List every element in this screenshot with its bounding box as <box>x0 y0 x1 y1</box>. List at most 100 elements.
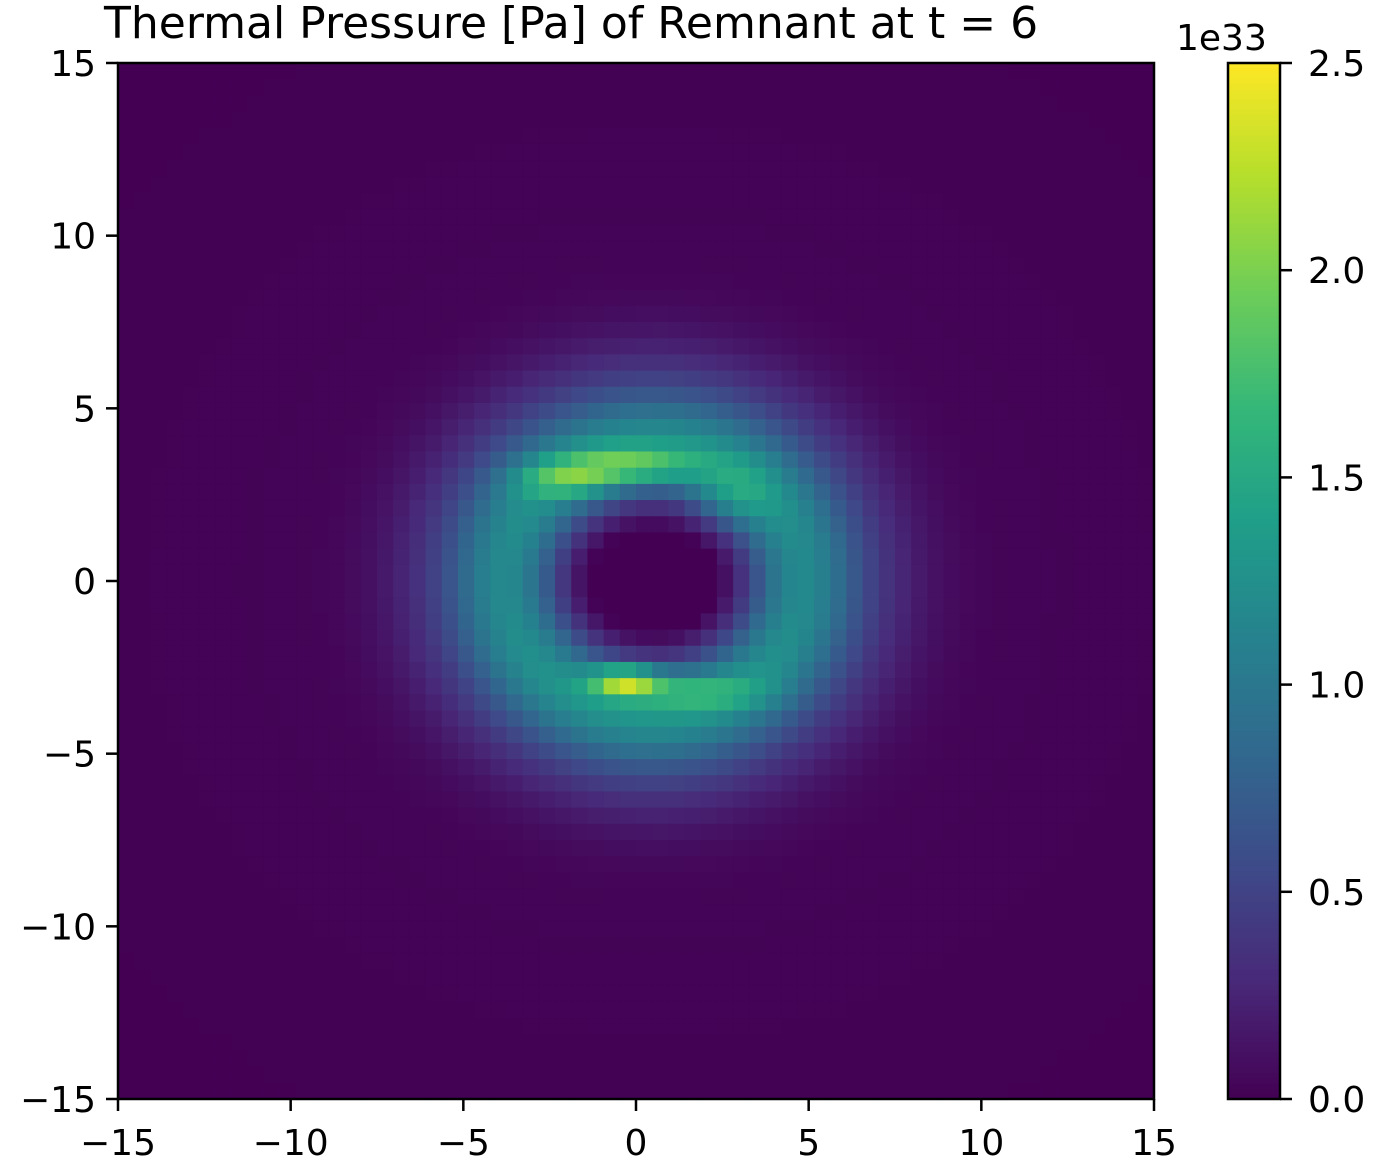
heatmap-cell <box>975 143 993 161</box>
heatmap-cell <box>377 386 394 404</box>
heatmap-cell <box>1024 678 1042 695</box>
heatmap-cell <box>247 241 265 258</box>
heatmap-cell <box>1105 872 1123 890</box>
heatmap-cell <box>781 710 799 728</box>
heatmap-cell <box>134 95 151 113</box>
colorbar-segment <box>1228 751 1280 758</box>
heatmap-cell <box>862 888 880 906</box>
heatmap-cell <box>377 791 394 809</box>
heatmap-cell <box>797 840 815 857</box>
colorbar-segment <box>1228 171 1280 178</box>
heatmap-cell <box>1073 937 1090 954</box>
colorbar-segment <box>1228 632 1280 639</box>
heatmap-cell <box>959 661 977 679</box>
heatmap-cell <box>911 451 928 469</box>
heatmap-cell <box>992 241 1009 258</box>
heatmap-cell <box>603 338 621 355</box>
heatmap-cell <box>943 775 961 793</box>
heatmap-cell <box>538 95 556 113</box>
heatmap-cell <box>134 564 151 582</box>
heatmap-cell <box>490 1001 508 1019</box>
heatmap-cell <box>1121 160 1139 177</box>
heatmap-cell <box>895 629 912 647</box>
heatmap-cell <box>522 143 540 161</box>
heatmap-cell <box>797 127 815 145</box>
heatmap-cell <box>652 160 669 177</box>
heatmap-cell <box>992 694 1009 712</box>
heatmap-cell <box>684 273 702 291</box>
heatmap-cell <box>522 629 540 647</box>
heatmap-cell <box>166 629 184 647</box>
heatmap-cell <box>182 678 200 695</box>
heatmap-cell <box>878 678 896 695</box>
heatmap-cell <box>1056 856 1074 873</box>
heatmap-cell <box>538 127 556 145</box>
heatmap-cell <box>263 402 281 420</box>
heatmap-cell <box>555 289 572 307</box>
heatmap-cell <box>198 629 216 647</box>
heatmap-cell <box>878 581 896 598</box>
heatmap-cell <box>1024 370 1042 388</box>
colorbar-segment <box>1228 259 1280 266</box>
heatmap-cell <box>377 920 394 938</box>
heatmap-cell <box>360 564 378 582</box>
heatmap-cell <box>279 856 297 873</box>
colorbar-segment <box>1228 990 1280 996</box>
heatmap-cell <box>1089 1001 1107 1019</box>
heatmap-cell <box>1040 224 1058 242</box>
heatmap-cell <box>878 386 896 404</box>
heatmap-cell <box>296 564 313 582</box>
heatmap-cell <box>587 678 605 695</box>
heatmap-cell <box>959 1050 977 1068</box>
heatmap-cell <box>1105 95 1123 113</box>
heatmap-cell <box>441 645 459 663</box>
heatmap-cell <box>312 775 330 793</box>
heatmap-cell <box>1056 111 1074 129</box>
heatmap-cell <box>797 1082 815 1100</box>
heatmap-cell <box>927 920 945 938</box>
heatmap-cell <box>555 1034 572 1052</box>
heatmap-cell <box>587 742 605 760</box>
heatmap-cell <box>296 273 313 291</box>
heatmap-cell <box>700 289 718 307</box>
heatmap-cell <box>1105 435 1123 453</box>
heatmap-cell <box>166 127 184 145</box>
heatmap-cell <box>603 629 621 647</box>
heatmap-cell <box>118 467 135 485</box>
heatmap-cell <box>538 1050 556 1068</box>
heatmap-cell <box>1073 160 1090 177</box>
heatmap-cell <box>182 176 200 194</box>
heatmap-cell <box>749 969 767 987</box>
heatmap-cell <box>279 710 297 728</box>
heatmap-cell <box>862 742 880 760</box>
heatmap-cell <box>814 208 831 226</box>
heatmap-cell <box>150 759 168 776</box>
heatmap-cell <box>1008 548 1026 566</box>
colorbar-segment <box>1228 192 1280 199</box>
colorbar-segment <box>1228 156 1280 163</box>
heatmap-cell <box>150 840 168 857</box>
heatmap-cell <box>328 451 346 469</box>
heatmap-cell <box>975 823 993 841</box>
heatmap-cell <box>603 63 621 80</box>
heatmap-cell <box>1137 338 1155 355</box>
heatmap-cell <box>911 402 928 420</box>
heatmap-cell <box>943 354 961 372</box>
heatmap-cell <box>1089 953 1107 971</box>
heatmap-cell <box>1056 564 1074 582</box>
heatmap-cell <box>457 807 475 825</box>
heatmap-cell <box>603 1034 621 1052</box>
colorbar-segment <box>1228 891 1280 898</box>
heatmap-cell <box>312 823 330 841</box>
heatmap-cell <box>1137 419 1155 436</box>
heatmap-cell <box>198 63 216 80</box>
heatmap-cell <box>360 807 378 825</box>
heatmap-cell <box>490 888 508 906</box>
heatmap-cell <box>425 95 443 113</box>
heatmap-cell <box>1073 176 1090 194</box>
heatmap-cell <box>895 759 912 776</box>
heatmap-cell <box>846 208 864 226</box>
heatmap-cell <box>733 645 750 663</box>
colorbar-segment <box>1228 529 1280 535</box>
heatmap-cell <box>118 856 135 873</box>
